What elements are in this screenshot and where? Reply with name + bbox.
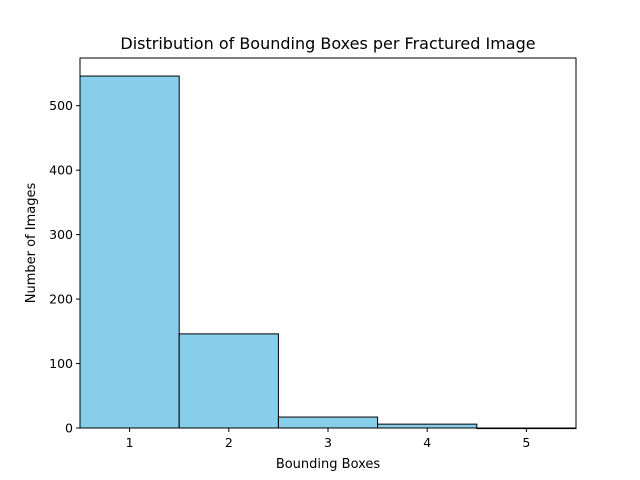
plot-frame: [79, 57, 577, 429]
bar-4: [377, 423, 478, 429]
y-tick-label: 0: [65, 421, 73, 436]
x-tick-label: 4: [423, 435, 431, 450]
y-tick-label: 200: [49, 292, 73, 307]
x-tick-label: 2: [225, 435, 233, 450]
x-axis-label: Bounding Boxes: [276, 457, 381, 472]
bar-2: [178, 333, 279, 429]
chart-title: Distribution of Bounding Boxes per Fract…: [120, 34, 535, 53]
y-ticks-group: 0 100 200 300 400 500: [49, 98, 80, 436]
y-tick-label: 300: [49, 227, 73, 242]
bar-1: [79, 75, 180, 429]
x-tick-label: 1: [126, 435, 134, 450]
x-tick-label: 3: [324, 435, 332, 450]
bar-3: [277, 416, 379, 429]
bars-group: [79, 75, 577, 430]
y-tick-label: 500: [49, 98, 73, 113]
y-axis-label: Number of Images: [24, 183, 39, 304]
y-tick-label: 100: [49, 356, 73, 371]
x-tick-label: 5: [522, 435, 530, 450]
y-tick-label: 400: [49, 163, 73, 178]
x-ticks-group: 1 2 3 4 5: [126, 428, 530, 450]
